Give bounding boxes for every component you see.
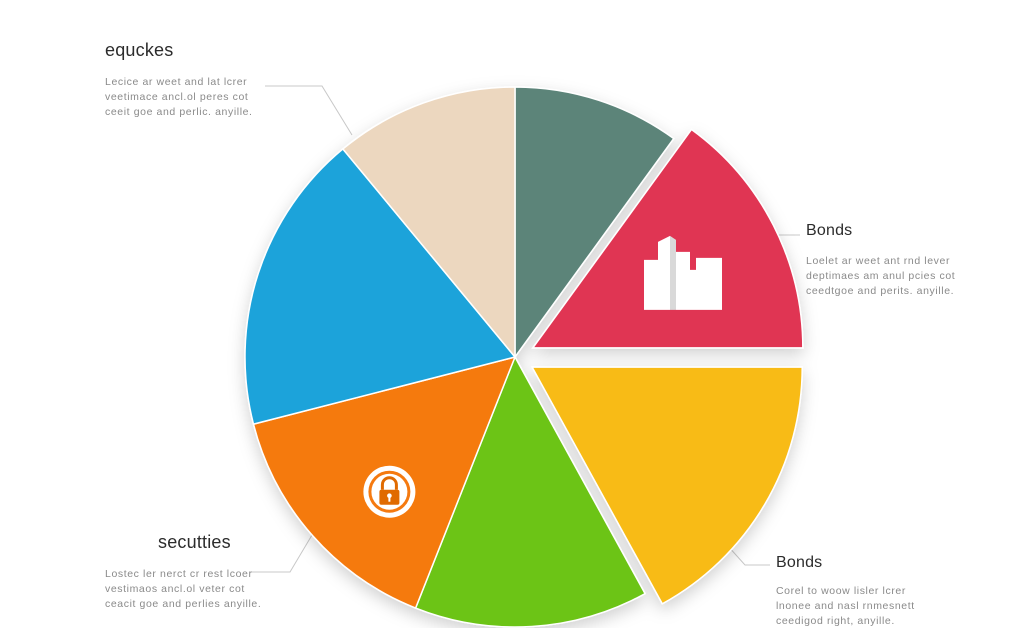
label-top-right: Bonds Loelet ar weet ant rnd lever depti… — [806, 222, 955, 299]
leader-line-bottom-left — [250, 529, 316, 573]
label-top-right-line-2: deptimaes am anul pcies cot — [806, 270, 956, 282]
label-top-right-line-3: ceedtgoe and perits. anyille. — [806, 285, 955, 297]
pie-slice-6 — [244, 147, 517, 426]
label-bottom-right-title: Bonds — [776, 554, 823, 571]
label-bottom-left-line-2: vestimaos ancl.ol veter cot — [105, 583, 245, 595]
pie-slice-3 — [530, 366, 803, 605]
pie-slices — [244, 86, 804, 628]
label-top-left: equckes Lecice ar weet and lat lcrer vee… — [105, 40, 253, 120]
label-bottom-right-line-1: Corel to woow lisler lcrer — [776, 585, 906, 597]
label-bottom-right-line-2: lnonee and nasl rnmesnett — [776, 600, 915, 612]
pie-slice-1 — [514, 86, 675, 360]
label-top-left-line-2: veetimace ancl.ol peres cot — [105, 91, 249, 103]
leader-line-top-left — [265, 85, 353, 136]
label-top-right-line-1: Loelet ar weet ant rnd lever — [806, 255, 951, 267]
label-top-left-line-1: Lecice ar weet and lat lcrer — [105, 76, 248, 88]
label-bottom-left-title: secutties — [158, 532, 231, 552]
label-bottom-right-line-3: ceedigod right, anyille. — [776, 615, 895, 627]
lock-icon — [363, 465, 416, 518]
label-top-right-title: Bonds — [806, 222, 853, 239]
building-icon — [644, 235, 722, 310]
label-top-left-title: equckes — [105, 40, 174, 60]
label-top-left-line-3: ceeit goe and perlic. anyille. — [105, 106, 253, 118]
label-bottom-right: Bonds Corel to woow lisler lcrer lnonee … — [776, 554, 915, 629]
slice-icons — [363, 235, 722, 518]
pie-slice-4 — [414, 355, 647, 628]
label-bottom-left-line-1: Lostec ler nerct cr rest lcoer — [105, 568, 253, 580]
label-bottom-left-line-3: ceacit goe and perlies anyille. — [105, 598, 262, 610]
pie-slice-7 — [341, 86, 516, 360]
label-bottom-left: secutties Lostec ler nerct cr rest lcoer… — [105, 532, 261, 612]
